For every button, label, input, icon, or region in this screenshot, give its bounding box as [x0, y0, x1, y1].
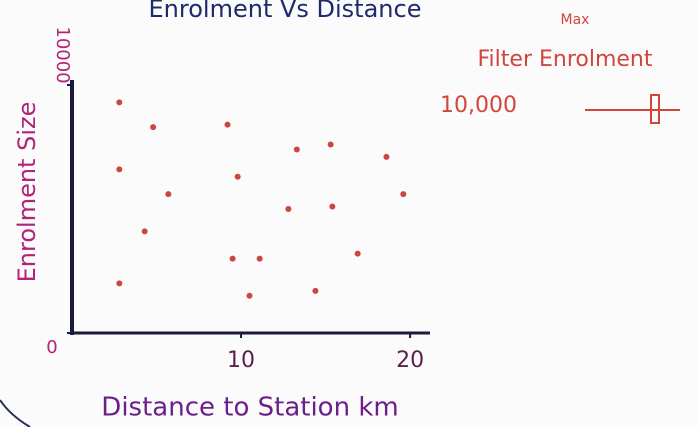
slider-thumb[interactable] [650, 94, 660, 124]
point [150, 124, 157, 131]
point [354, 250, 361, 257]
point [383, 153, 390, 160]
board-edge [0, 399, 31, 427]
filter-value: 10,000 [440, 93, 517, 118]
point [116, 166, 123, 173]
point [256, 255, 263, 262]
y-tick-label: 0 [46, 337, 57, 358]
point [141, 228, 148, 235]
filter-title: Filter Enrolment [478, 47, 653, 72]
x-tick-label: 20 [396, 348, 424, 373]
point [246, 292, 253, 299]
chart-title: Enrolment Vs Distance [149, 0, 422, 23]
filter-caption: Max [561, 12, 590, 28]
y-axis-label: Enrolment Size [13, 102, 41, 283]
point [165, 191, 172, 198]
x-axis-label: Distance to Station km [101, 393, 398, 423]
point [327, 141, 334, 148]
point [116, 280, 123, 287]
y-tick-label: 10000 [52, 26, 73, 83]
point [293, 146, 300, 153]
point [285, 206, 292, 212]
point [229, 255, 236, 262]
point [224, 121, 231, 128]
point [329, 203, 336, 210]
filter-slider[interactable] [585, 94, 680, 124]
point [400, 191, 407, 198]
point [116, 99, 123, 106]
point [234, 173, 241, 180]
x-tick-label: 10 [227, 348, 255, 373]
point [312, 287, 319, 294]
